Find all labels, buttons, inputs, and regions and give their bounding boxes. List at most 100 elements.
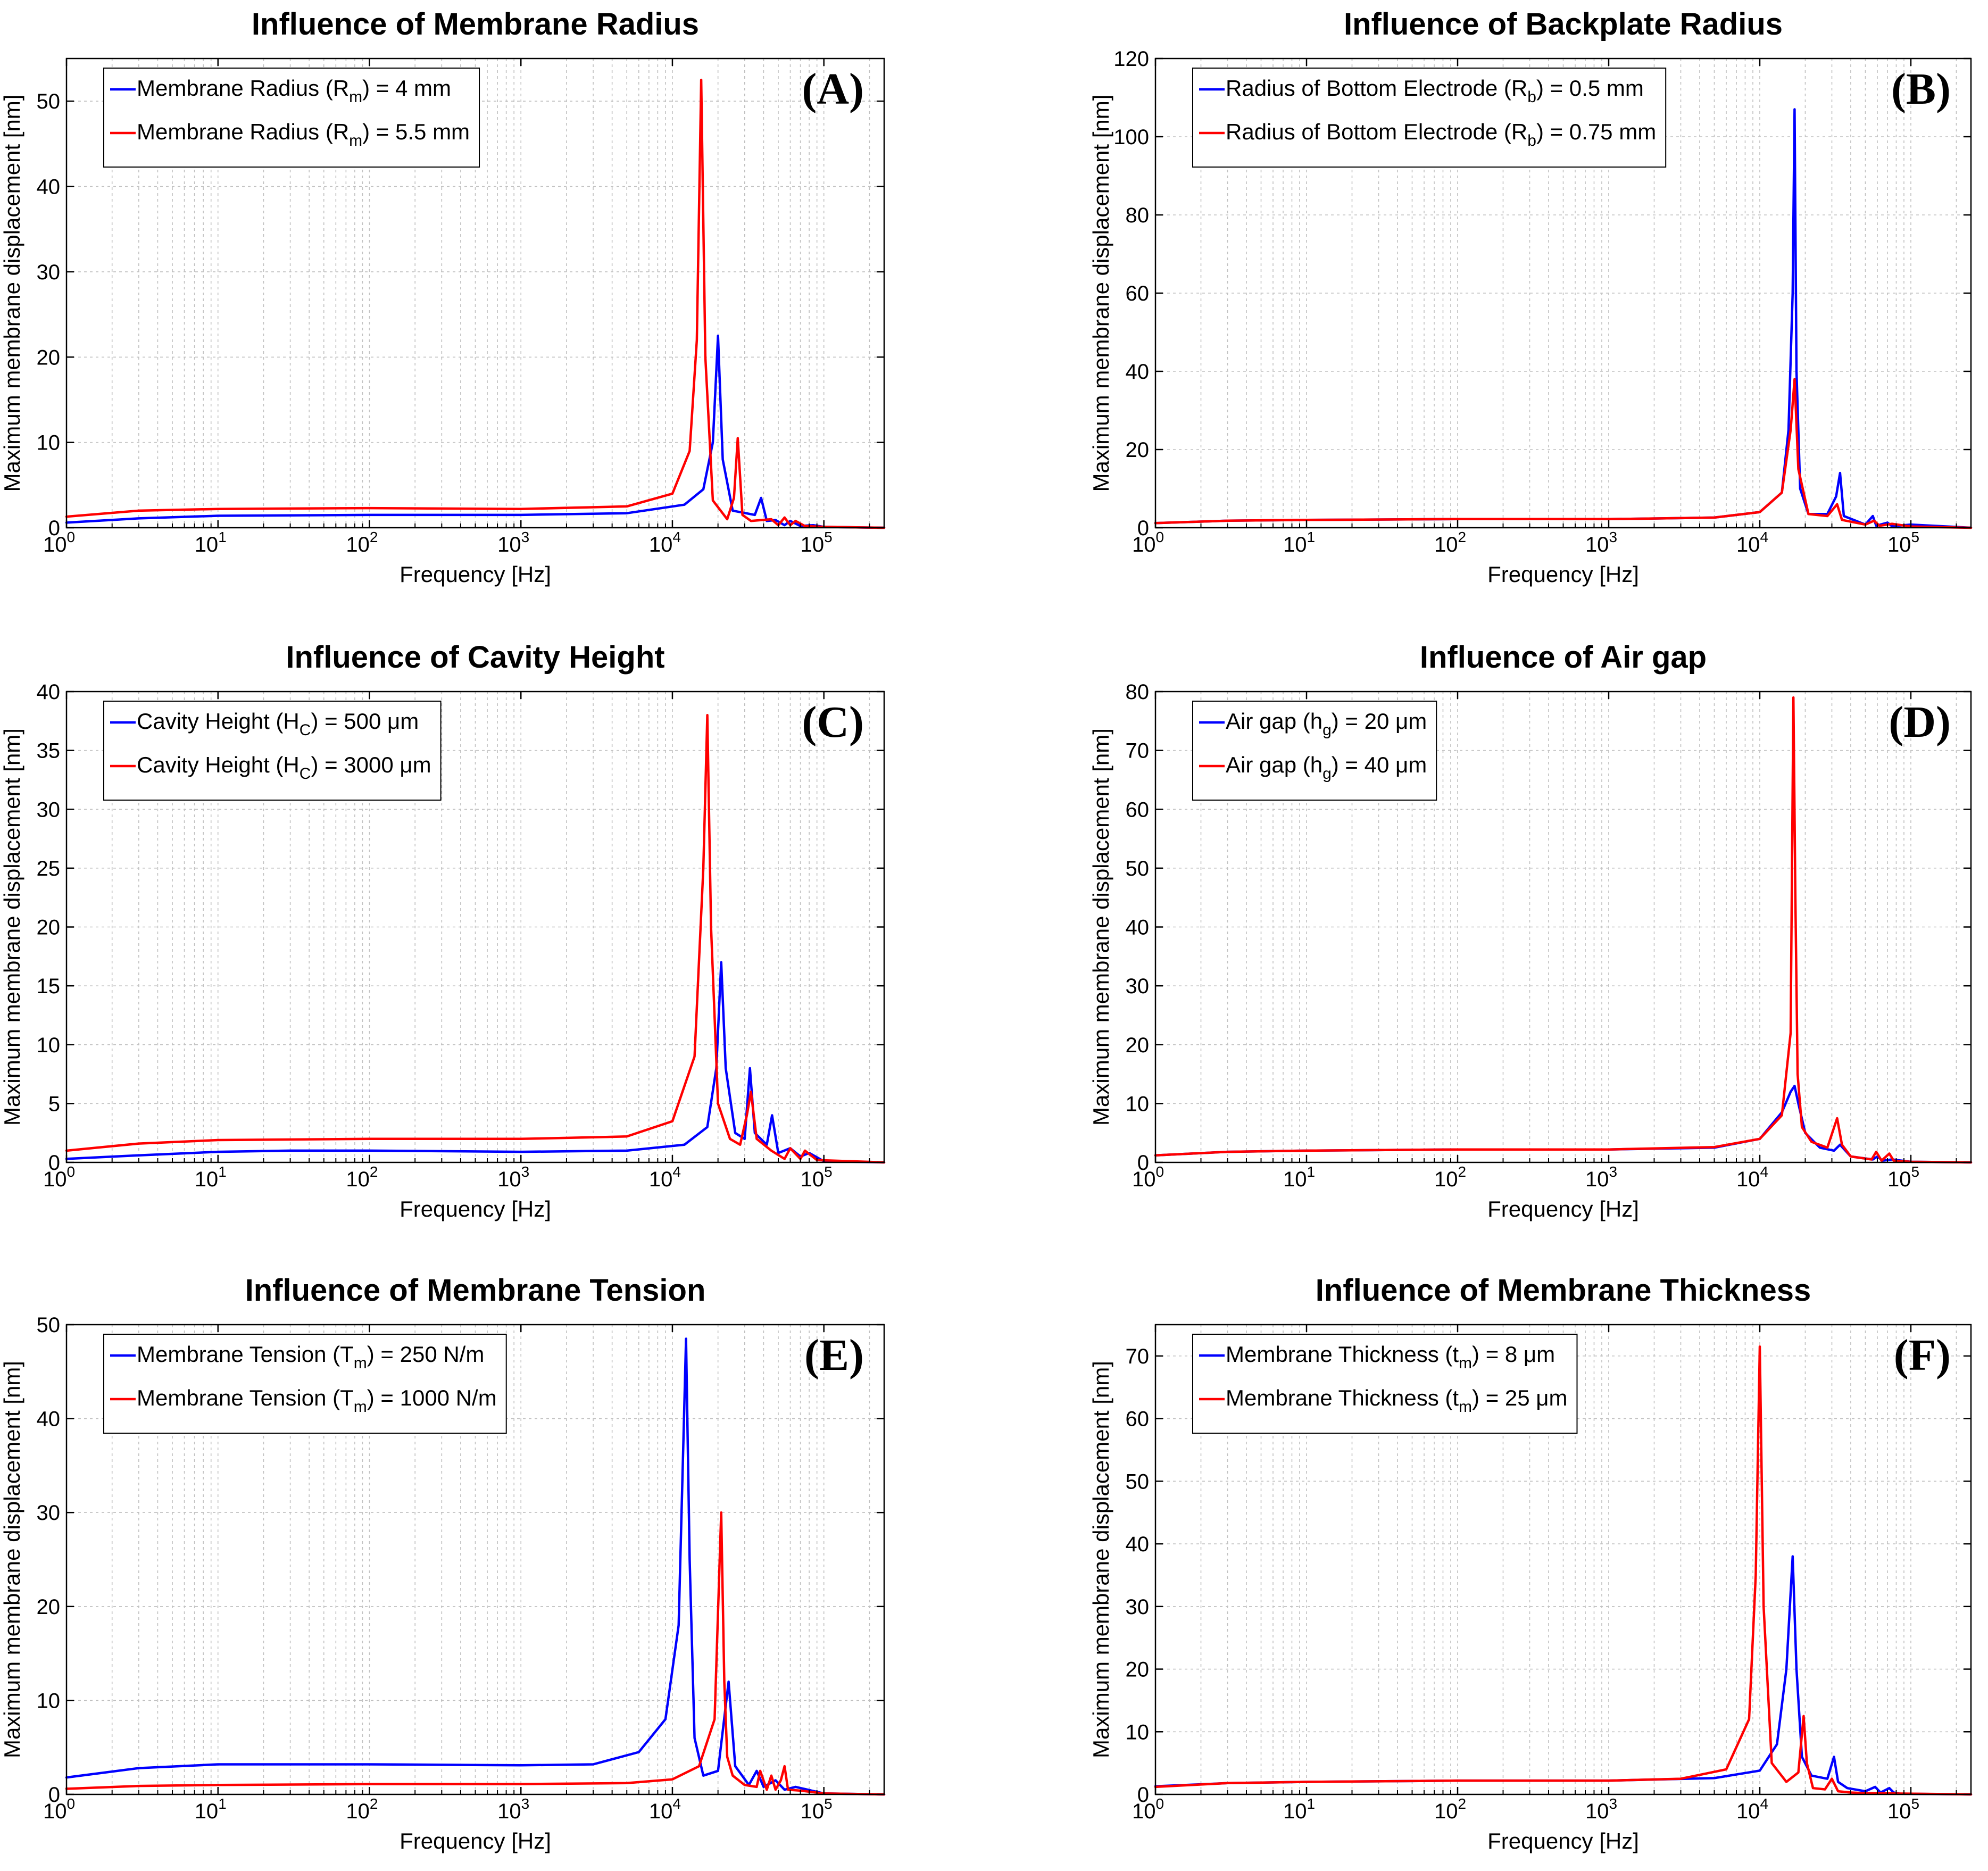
legend: Cavity Height (HC) = 500 μm Cavity Height… — [103, 701, 442, 801]
legend-entry: Radius of Bottom Electrode (Rb) = 0.75 m… — [1226, 119, 1656, 149]
panel-label: (E) — [804, 1331, 864, 1380]
legend-box — [103, 1334, 507, 1434]
chart-title: Influence of Membrane Tension — [245, 1273, 706, 1308]
legend-entry: Air gap (hg) = 40 μm — [1226, 752, 1427, 783]
x-tick-label: 104 — [649, 1795, 681, 1823]
legend-entry: Membrane Tension (Tm) = 250 N/m — [137, 1342, 484, 1372]
legend: Radius of Bottom Electrode (Rb) = 0.5 mm… — [1192, 68, 1667, 168]
x-tick-label: 105 — [801, 1163, 833, 1191]
x-tick-label: 104 — [1736, 529, 1768, 556]
panel-label: (D) — [1889, 697, 1951, 747]
y-axis-label: Maximum membrane displacement [nm] — [0, 1361, 24, 1758]
series-line-red — [1154, 1345, 1973, 1796]
y-tick-label: 0 — [1137, 1783, 1149, 1807]
x-tick-label: 102 — [346, 529, 378, 556]
x-tick-label: 101 — [195, 1795, 227, 1823]
legend-box — [103, 68, 480, 168]
y-tick-label: 50 — [37, 90, 61, 113]
x-axis-label: Frequency [Hz] — [400, 1196, 551, 1221]
x-tick-label: 105 — [1887, 529, 1919, 556]
y-tick-label: 0 — [1137, 517, 1149, 540]
y-tick-label: 10 — [37, 1034, 61, 1057]
x-tick-label: 101 — [195, 1163, 227, 1191]
y-tick-label: 0 — [48, 1783, 60, 1807]
x-tick-label: 103 — [1585, 1163, 1617, 1191]
legend-entry: Cavity Height (HC) = 500 μm — [137, 709, 419, 739]
y-tick-label: 80 — [1126, 680, 1150, 704]
y-tick-label: 50 — [1126, 1470, 1150, 1493]
x-tick-label: 101 — [195, 529, 227, 556]
panel-d: 100 101 102 103 104 10501020304050607080Influ… — [1088, 640, 1973, 1221]
x-tick-label: 101 — [1283, 529, 1315, 556]
x-tick-label: 103 — [1585, 1795, 1617, 1823]
legend-box — [1192, 68, 1667, 168]
y-tick-label: 30 — [37, 1501, 61, 1525]
panel-b: 100 101 102 103 104 105 0 20 40 60 80 100 120 Influen… — [1088, 7, 1973, 587]
legend-box — [1192, 701, 1437, 801]
x-axis-label: Frequency [Hz] — [1487, 1196, 1639, 1221]
y-tick-label: 30 — [1126, 975, 1150, 998]
y-tick-label: 10 — [1126, 1092, 1150, 1116]
x-tick-label: 102 — [1434, 1163, 1466, 1191]
legend-entry: Membrane Thickness (tm) = 8 μm — [1226, 1342, 1555, 1372]
y-tick-label: 30 — [37, 798, 61, 821]
y-tick-label: 20 — [1126, 1034, 1150, 1057]
x-tick-label: 102 — [346, 1795, 378, 1823]
legend: Membrane Thickness (tm) = 8 μm Membrane T… — [1192, 1334, 1578, 1434]
x-tick-label: 103 — [497, 1163, 529, 1191]
legend: Membrane Radius (Rm) = 4 mm Membrane Radi… — [103, 68, 480, 168]
y-tick-label: 15 — [37, 975, 61, 998]
y-tick-label: 80 — [1126, 204, 1150, 227]
legend-entry: Radius of Bottom Electrode (Rb) = 0.5 mm — [1226, 76, 1644, 106]
y-tick-label: 20 — [37, 1595, 61, 1619]
y-tick-label: 60 — [1126, 1408, 1150, 1431]
x-tick-label: 102 — [346, 1163, 378, 1191]
x-axis-label: Frequency [Hz] — [1487, 562, 1639, 587]
x-tick-label: 103 — [497, 529, 529, 556]
x-axis-label: Frequency [Hz] — [400, 562, 551, 587]
chart-title: Influence of Membrane Thickness — [1316, 1273, 1811, 1308]
y-axis-label: Maximum membrane displacement [nm] — [1088, 728, 1113, 1126]
x-tick-label: 104 — [1736, 1795, 1768, 1823]
series-line-red — [65, 714, 886, 1164]
y-tick-label: 10 — [1126, 1720, 1150, 1744]
legend-entry: Air gap (hg) = 20 μm — [1226, 709, 1427, 739]
y-tick-label: 10 — [37, 1689, 61, 1712]
y-tick-label: 50 — [37, 1313, 61, 1337]
x-tick-label: 105 — [801, 529, 833, 556]
y-tick-label: 40 — [1126, 1533, 1150, 1556]
x-tick-label: 102 — [1434, 529, 1466, 556]
y-tick-label: 60 — [1126, 282, 1150, 305]
chart-title: Influence of Membrane Radius — [252, 7, 699, 41]
legend-entry: Cavity Height (HC) = 3000 μm — [137, 752, 431, 783]
legend: Membrane Tension (Tm) = 250 N/m Membrane … — [103, 1334, 507, 1434]
series-line-red — [1154, 696, 1973, 1164]
y-tick-label: 40 — [1126, 916, 1150, 939]
y-tick-label: 0 — [48, 1151, 60, 1175]
legend-box — [1192, 1334, 1578, 1434]
x-axis-label: Frequency [Hz] — [400, 1828, 551, 1853]
y-tick-label: 40 — [37, 680, 61, 704]
y-tick-label: 60 — [1126, 798, 1150, 821]
y-tick-label: 20 — [1126, 1658, 1150, 1682]
chart-title: Influence of Air gap — [1420, 640, 1707, 675]
y-tick-label: 20 — [1126, 438, 1150, 462]
y-tick-label: 70 — [1126, 739, 1150, 763]
y-axis-label: Maximum membrane displacement [nm] — [1088, 95, 1113, 492]
y-tick-label: 30 — [1126, 1595, 1150, 1619]
series-line-red — [65, 1511, 886, 1796]
chart-title: Influence of Cavity Height — [286, 640, 664, 675]
y-tick-label: 35 — [37, 739, 61, 763]
x-tick-label: 105 — [801, 1795, 833, 1823]
panel-label: (A) — [802, 64, 864, 114]
x-tick-label: 105 — [1887, 1795, 1919, 1823]
y-axis-label: Maximum membrane displacement [nm] — [0, 728, 24, 1126]
y-tick-label: 0 — [48, 517, 60, 540]
panel-c: 100 101 102 103 104 1050510152025303540Influe… — [0, 640, 886, 1221]
y-tick-label: 10 — [37, 431, 61, 455]
x-tick-label: 102 — [1434, 1795, 1466, 1823]
y-axis-label: Maximum membrane displacement [nm] — [1088, 1361, 1113, 1758]
y-tick-label: 5 — [48, 1092, 60, 1116]
